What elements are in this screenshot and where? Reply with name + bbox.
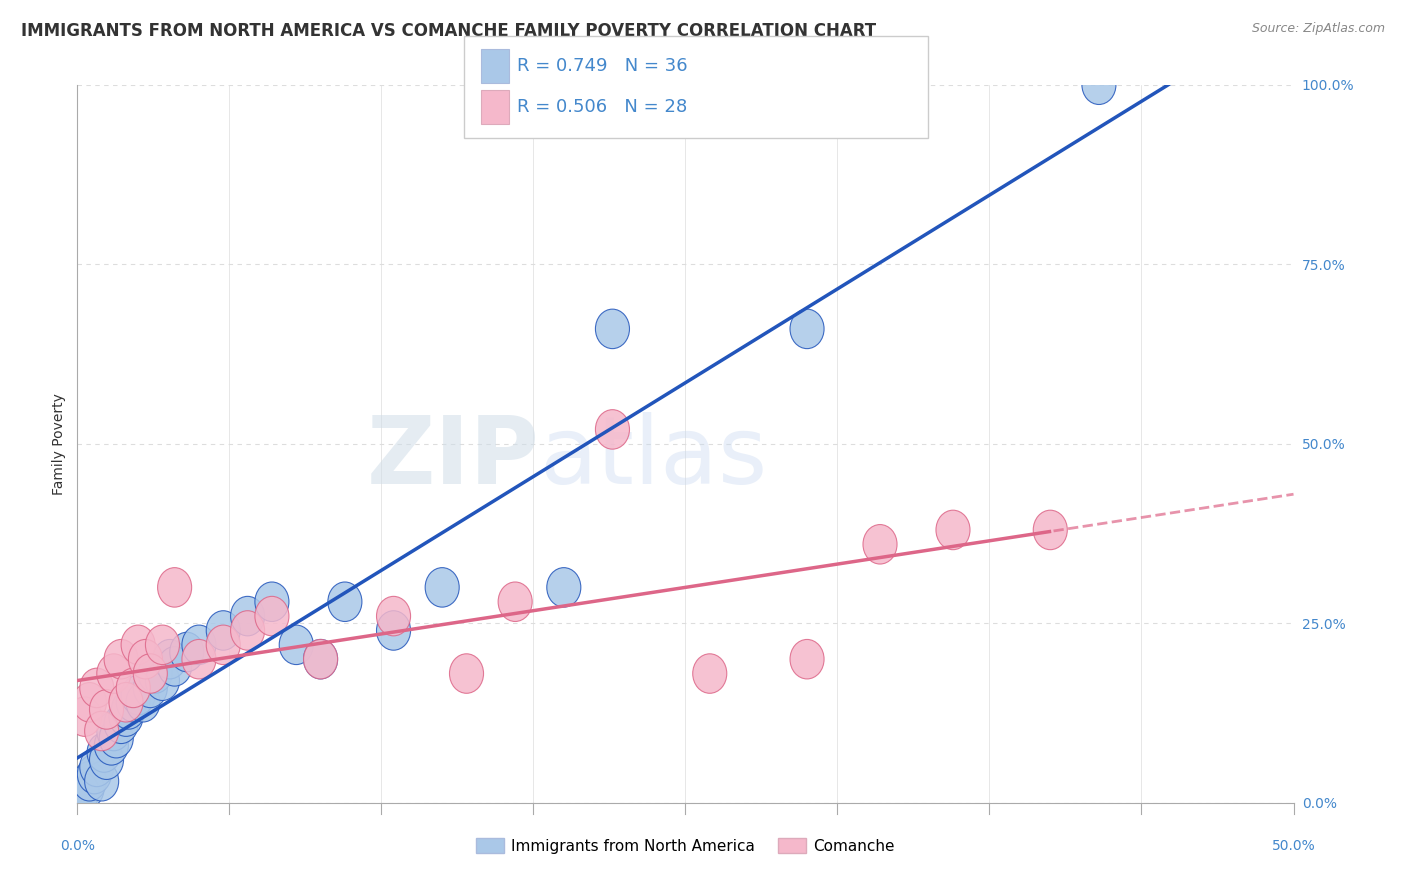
- Ellipse shape: [547, 567, 581, 607]
- Ellipse shape: [377, 611, 411, 650]
- Ellipse shape: [87, 733, 121, 772]
- Ellipse shape: [157, 647, 191, 686]
- Ellipse shape: [138, 654, 172, 693]
- Ellipse shape: [425, 567, 460, 607]
- Ellipse shape: [181, 640, 217, 679]
- Legend: Immigrants from North America, Comanche: Immigrants from North America, Comanche: [470, 831, 901, 860]
- Ellipse shape: [304, 640, 337, 679]
- Ellipse shape: [134, 654, 167, 693]
- Ellipse shape: [65, 772, 100, 812]
- Ellipse shape: [94, 725, 128, 765]
- Ellipse shape: [100, 718, 134, 758]
- Ellipse shape: [207, 625, 240, 665]
- Ellipse shape: [1081, 65, 1116, 104]
- Ellipse shape: [153, 640, 187, 679]
- Ellipse shape: [97, 654, 131, 693]
- Ellipse shape: [328, 582, 361, 622]
- Ellipse shape: [73, 762, 107, 801]
- Ellipse shape: [90, 740, 124, 780]
- Text: 50.0%: 50.0%: [1271, 838, 1316, 853]
- Ellipse shape: [863, 524, 897, 564]
- Ellipse shape: [117, 668, 150, 707]
- Text: IMMIGRANTS FROM NORTH AMERICA VS COMANCHE FAMILY POVERTY CORRELATION CHART: IMMIGRANTS FROM NORTH AMERICA VS COMANCH…: [21, 22, 876, 40]
- Ellipse shape: [790, 640, 824, 679]
- Ellipse shape: [181, 625, 217, 665]
- Text: R = 0.749   N = 36: R = 0.749 N = 36: [517, 57, 688, 75]
- Ellipse shape: [254, 597, 290, 636]
- Ellipse shape: [170, 632, 204, 672]
- Ellipse shape: [450, 654, 484, 693]
- Ellipse shape: [304, 640, 337, 679]
- Ellipse shape: [595, 310, 630, 349]
- Ellipse shape: [97, 711, 131, 751]
- Ellipse shape: [104, 704, 138, 744]
- Ellipse shape: [80, 668, 114, 707]
- Y-axis label: Family Poverty: Family Poverty: [52, 392, 66, 495]
- Ellipse shape: [145, 661, 180, 700]
- Ellipse shape: [117, 682, 150, 722]
- Text: ZIP: ZIP: [367, 412, 540, 504]
- Ellipse shape: [498, 582, 533, 622]
- Text: atlas: atlas: [540, 412, 768, 504]
- Ellipse shape: [70, 769, 104, 808]
- Ellipse shape: [84, 711, 118, 751]
- Ellipse shape: [693, 654, 727, 693]
- Ellipse shape: [1033, 510, 1067, 549]
- Ellipse shape: [104, 640, 138, 679]
- Ellipse shape: [231, 597, 264, 636]
- Ellipse shape: [80, 747, 114, 787]
- Ellipse shape: [108, 697, 143, 737]
- Ellipse shape: [121, 625, 155, 665]
- Ellipse shape: [77, 755, 111, 794]
- Ellipse shape: [231, 611, 264, 650]
- Ellipse shape: [84, 762, 118, 801]
- Ellipse shape: [73, 682, 107, 722]
- Ellipse shape: [207, 611, 240, 650]
- Ellipse shape: [108, 682, 143, 722]
- Text: R = 0.506   N = 28: R = 0.506 N = 28: [517, 98, 688, 116]
- Ellipse shape: [111, 690, 145, 729]
- Text: 0.0%: 0.0%: [60, 838, 94, 853]
- Ellipse shape: [790, 310, 824, 349]
- Text: Source: ZipAtlas.com: Source: ZipAtlas.com: [1251, 22, 1385, 36]
- Ellipse shape: [121, 675, 155, 714]
- Ellipse shape: [127, 682, 160, 722]
- Ellipse shape: [377, 597, 411, 636]
- Ellipse shape: [134, 668, 167, 707]
- Ellipse shape: [145, 625, 180, 665]
- Ellipse shape: [67, 697, 101, 737]
- Ellipse shape: [157, 567, 191, 607]
- Ellipse shape: [90, 690, 124, 729]
- Ellipse shape: [254, 582, 290, 622]
- Ellipse shape: [936, 510, 970, 549]
- Ellipse shape: [595, 409, 630, 450]
- Ellipse shape: [280, 625, 314, 665]
- Ellipse shape: [128, 640, 163, 679]
